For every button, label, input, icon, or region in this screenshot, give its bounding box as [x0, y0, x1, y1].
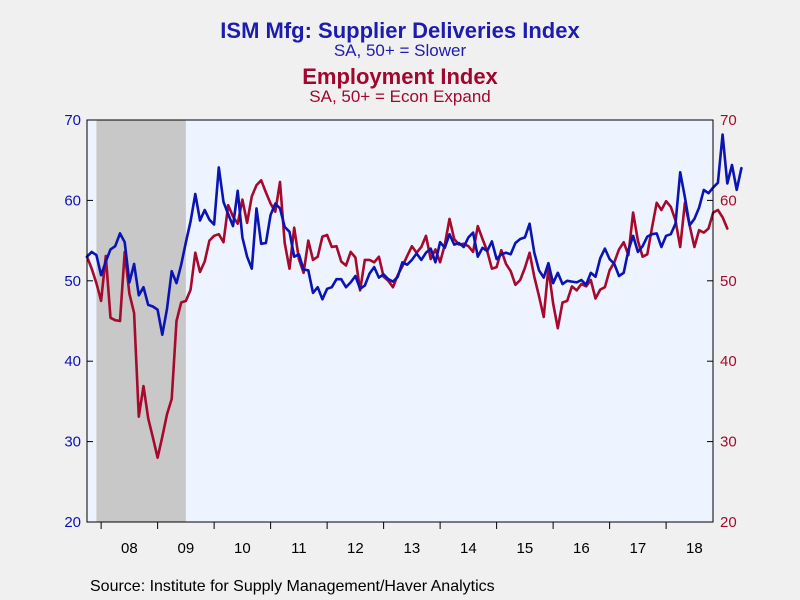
- plot-frame: [86, 119, 714, 523]
- y-tick-label-right: 70: [720, 112, 737, 129]
- series-line-employment: [85, 179, 729, 460]
- plot-area: [87, 120, 713, 522]
- y-tick-label-left: 30: [64, 434, 81, 451]
- x-tick-label: 16: [573, 540, 590, 557]
- x-tick-label: 08: [121, 540, 138, 557]
- recession-shading: [96, 120, 186, 522]
- chart-marks: [85, 133, 743, 460]
- chart-subtitle-supplier-deliveries: SA, 50+ = Slower: [333, 41, 467, 60]
- y-tick-label-right: 40: [720, 353, 737, 370]
- y-tick-label-right: 50: [720, 273, 737, 290]
- x-tick-label: 11: [291, 540, 307, 557]
- x-tick-label: 14: [460, 540, 477, 557]
- x-tick-label: 18: [686, 540, 703, 557]
- x-tick-label: 13: [404, 540, 421, 557]
- y-tick-label-left: 70: [64, 112, 81, 129]
- chart-axes: 70 70 60 60 50 50 40 40 30 30 20 20 08 09 10 11 12 13 14 15…: [64, 112, 736, 557]
- series-line-supplier-deliveries: [85, 133, 743, 337]
- y-tick-label-right: 30: [720, 434, 737, 451]
- y-tick-label-left: 20: [64, 514, 81, 531]
- source-note: Source: Institute for Supply Management/…: [90, 578, 495, 595]
- x-tick-label: 15: [517, 540, 534, 557]
- chart-title-employment: Employment Index: [302, 64, 498, 89]
- x-tick-label: 10: [234, 540, 251, 557]
- chart-title-supplier-deliveries: ISM Mfg: Supplier Deliveries Index: [220, 18, 580, 43]
- chart-subtitle-employment: SA, 50+ = Econ Expand: [309, 87, 491, 106]
- y-tick-label-left: 50: [64, 273, 81, 290]
- y-tick-label-right: 60: [720, 192, 737, 209]
- y-tick-label-left: 40: [64, 353, 81, 370]
- x-tick-label: 12: [347, 540, 364, 557]
- x-tick-label: 09: [178, 540, 195, 557]
- y-tick-label-right: 20: [720, 514, 737, 531]
- y-tick-label-left: 60: [64, 192, 81, 209]
- x-tick-label: 17: [630, 540, 647, 557]
